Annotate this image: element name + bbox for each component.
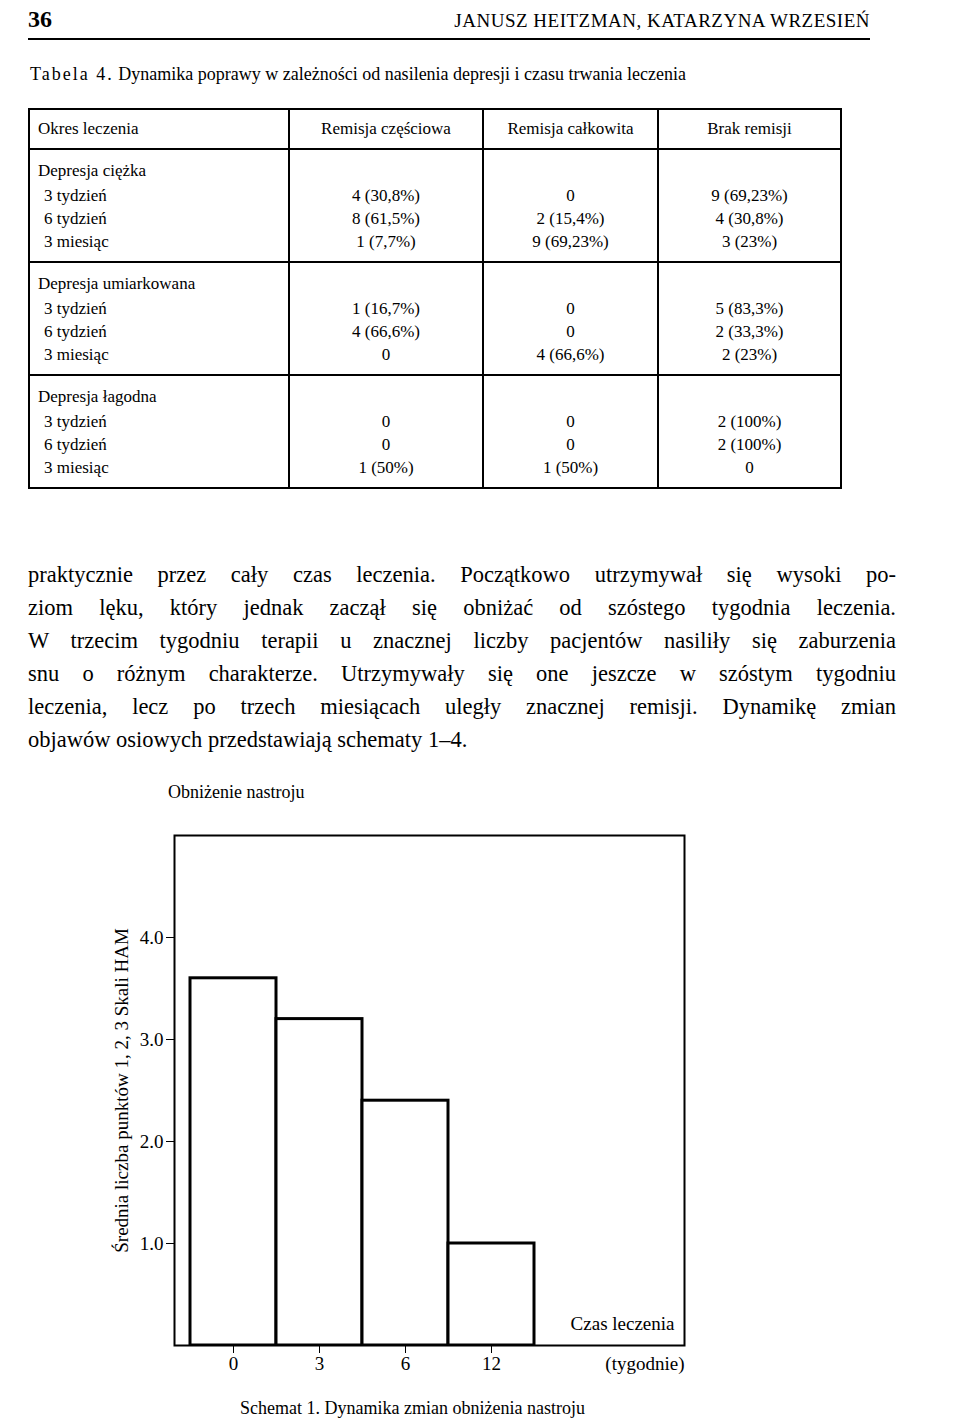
html-text:2 (33,3%): 2 (33,3%) (715, 321, 784, 341)
html-text:3 miesiąc: 3 miesiąc (44, 231, 109, 251)
html-text:snu o różnym charakterze. Utrz: snu o różnym charakterze. Utrzymywały si… (28, 661, 896, 686)
html-text:4 (30,8%): 4 (30,8%) (352, 185, 420, 205)
html-text:2 (100%): 2 (100%) (717, 411, 782, 431)
html-text:6 tydzień: 6 tydzień (44, 321, 107, 341)
html-text:9 (69,23%): 9 (69,23%) (532, 231, 609, 251)
svg-text:Średnia liczba punktów 1, 2, 3: Średnia liczba punktów 1, 2, 3 Skali HAM (111, 928, 132, 1253)
html-text:Okres leczenia: Okres leczenia (38, 119, 139, 138)
html-text:0: 0 (566, 434, 575, 454)
html-text:4 (66,6%): 4 (66,6%) (536, 344, 605, 364)
html-text:Depresja łagodna: Depresja łagodna (38, 387, 157, 406)
html-text:0: 0 (566, 298, 575, 318)
html-text:ziom lęku, który jednak zaczął: ziom lęku, który jednak zaczął się obniż… (28, 595, 896, 620)
html-text:6 tydzień: 6 tydzień (44, 208, 107, 228)
html-text:2 (100%): 2 (100%) (717, 434, 782, 454)
svg-text:6: 6 (401, 1353, 411, 1374)
html-text:0: 0 (566, 321, 575, 341)
svg-text:2.0: 2.0 (140, 1131, 164, 1152)
html-text:6 tydzień: 6 tydzień (44, 434, 107, 454)
html-text:leczenia, lecz po trzech miesi: leczenia, lecz po trzech miesiącach uleg… (28, 694, 896, 719)
html-text:36: 36 (28, 6, 52, 32)
html-text:Depresja umiarkowana: Depresja umiarkowana (38, 274, 196, 293)
svg-text:3: 3 (315, 1353, 325, 1374)
html-text:3 tydzień: 3 tydzień (44, 298, 107, 318)
svg-text:3.0: 3.0 (140, 1029, 164, 1050)
html-text:2 (15,4%): 2 (15,4%) (536, 208, 605, 228)
svg-text:0: 0 (229, 1353, 239, 1374)
html-text:1 (50%): 1 (50%) (542, 457, 599, 477)
html-text:3 tydzień: 3 tydzień (44, 185, 107, 205)
svg-text:(tygodnie): (tygodnie) (605, 1353, 684, 1375)
svg-text:1.0: 1.0 (140, 1233, 164, 1254)
svg-text:Czas leczenia: Czas leczenia (571, 1313, 675, 1334)
html-text:1 (16,7%): 1 (16,7%) (352, 298, 420, 318)
html-text:2 (23%): 2 (23%) (721, 344, 778, 364)
html-text:Depresja ciężka: Depresja ciężka (38, 161, 147, 180)
html-text:0: 0 (381, 411, 391, 431)
html-text:3 miesiąc: 3 miesiąc (44, 344, 109, 364)
html-text:objawów osiowych przedstawiają: objawów osiowych przedstawiają schematy … (28, 727, 468, 752)
html-text:3 miesiąc: 3 miesiąc (44, 457, 109, 477)
html-text:9 (69,23%): 9 (69,23%) (711, 185, 788, 205)
html-text:8 (61,5%): 8 (61,5%) (352, 208, 420, 228)
html-text:4 (66,6%): 4 (66,6%) (352, 321, 420, 341)
html-text:Remisja całkowita: Remisja całkowita (507, 119, 634, 138)
html-text:4 (30,8%): 4 (30,8%) (715, 208, 784, 228)
html-text:0: 0 (566, 185, 575, 205)
html-text:1 (50%): 1 (50%) (358, 457, 414, 477)
html-text:Remisja częściowa: Remisja częściowa (321, 119, 451, 138)
html-text:Schemat 1. Dynamika zmian obni: Schemat 1. Dynamika zmian obniżenia nast… (240, 1398, 585, 1418)
svg-text:4.0: 4.0 (140, 927, 164, 948)
html-text:0: 0 (381, 434, 391, 454)
html-text:3 tydzień: 3 tydzień (44, 411, 107, 431)
html-text:0: 0 (745, 457, 754, 477)
html-text:5 (83,3%): 5 (83,3%) (715, 298, 784, 318)
html-text:0: 0 (566, 411, 575, 431)
html-text:W trzecim tygodniu terapii u z: W trzecim tygodniu terapii u znacznej li… (28, 628, 896, 653)
html-text:0: 0 (381, 344, 391, 364)
html-text:praktycznie przez cały czas le: praktycznie przez cały czas leczenia. Po… (28, 562, 896, 587)
html-text:1 (7,7%): 1 (7,7%) (356, 231, 416, 251)
html-text:3 (23%): 3 (23%) (721, 231, 778, 251)
html-text:Brak remisji: Brak remisji (707, 119, 792, 138)
html-text:Obniżenie nastroju: Obniżenie nastroju (168, 782, 305, 802)
svg-text:12: 12 (482, 1353, 501, 1374)
html-text:Tabela 4. Dynamika poprawy w z: Tabela 4. Dynamika poprawy w zależności … (30, 64, 686, 84)
html-text:JANUSZ HEITZMAN, KATARZYNA WRZ: JANUSZ HEITZMAN, KATARZYNA WRZESIEŃ (454, 10, 870, 31)
